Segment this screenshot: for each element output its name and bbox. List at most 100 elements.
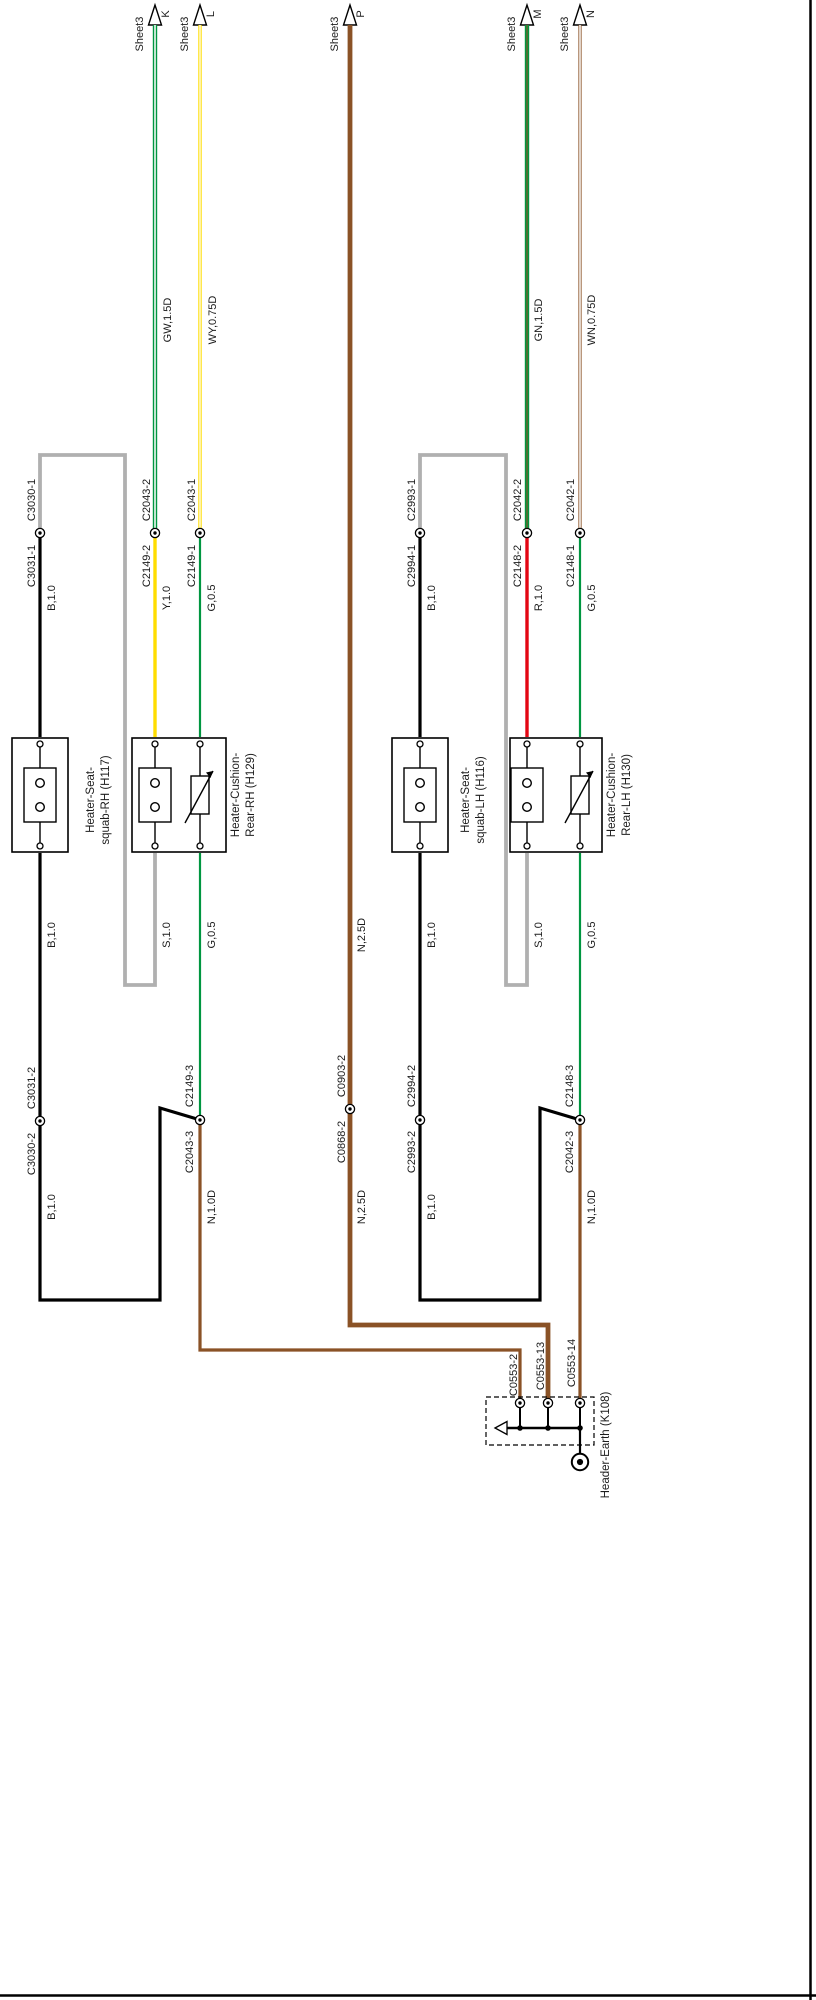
- pin-circle: [523, 842, 531, 850]
- pin-circle: [576, 842, 584, 850]
- wire-label-n25: N,2.5D: [356, 1189, 368, 1225]
- inline-connector-c3031-2-c3030-2: [34, 1115, 46, 1127]
- inline-connector-c2994-2-c2993-2: [414, 1114, 426, 1126]
- component-h116: [391, 737, 449, 853]
- component-h129: [131, 737, 227, 853]
- connector-label-c2149-3: C2149-3: [184, 1064, 196, 1108]
- offpage-tag-m: M: [532, 9, 544, 19]
- inline-connector-c2993-1-c2994-1: [414, 527, 426, 539]
- wire-label-g: G,0.5: [206, 584, 218, 612]
- wire-rh-squab-ret2-b: [38, 1105, 198, 1302]
- connector-label-c0903-2: C0903-2: [336, 1054, 348, 1098]
- wire-lh-squab-ret2-b: [418, 1105, 578, 1302]
- wire-rh-earth-n: [198, 1125, 522, 1399]
- sheet-ref: Sheet3: [506, 16, 518, 52]
- component-label-h117-line2: squab-RH (H117): [100, 755, 112, 845]
- inline-connector-c2042-1-c2148-1: [574, 527, 586, 539]
- pin-circle: [196, 842, 204, 850]
- connector-block: [138, 767, 172, 823]
- wire-p-low-n: [347, 1113, 551, 1399]
- ground-pin-label-c0553-14: C0553-14: [566, 1338, 578, 1388]
- component-label-k108: Header-Earth (K108): [600, 1391, 612, 1499]
- connector-label-c2994-1: C2994-1: [406, 544, 418, 588]
- inline-connector-c2149-3-c2043-3: [194, 1114, 206, 1126]
- connector-label-c2149-1: C2149-1: [186, 544, 198, 588]
- variable-arrow: [564, 770, 594, 824]
- sheet-ref: Sheet3: [329, 16, 341, 52]
- connector-label-c0868-2: C0868-2: [336, 1120, 348, 1164]
- connector-label-c2149-2: C2149-2: [141, 544, 153, 588]
- wire-label-g: G,0.5: [586, 921, 598, 949]
- component-label-h130-line1: Heater-Cushion-: [606, 752, 618, 838]
- connector-label-c2994-2: C2994-2: [406, 1064, 418, 1108]
- inline-connector-c0553-13: [542, 1397, 554, 1409]
- component-label-h129-line1: Heater-Cushion-: [230, 752, 242, 838]
- wire-rh-s-loop: [38, 453, 157, 987]
- connector-label-c2042-3: C2042-3: [564, 1130, 576, 1174]
- component-label-h129-line2: Rear-RH (H129): [245, 753, 257, 837]
- component-label-h116-line1: Heater-Seat-: [460, 767, 472, 833]
- connector-label-c3031-2: C3031-2: [26, 1066, 38, 1110]
- connector-label-c3030-2: C3030-2: [26, 1132, 38, 1176]
- connector-label-c2993-1: C2993-1: [406, 478, 418, 522]
- connector-block: [23, 767, 57, 823]
- component-h130: [509, 737, 603, 853]
- wire-label-s: S,1.0: [161, 922, 173, 948]
- offpage-tag-p: P: [355, 10, 367, 18]
- wire-label-b: B,1.0: [426, 585, 438, 611]
- connector-label-c2148-2: C2148-2: [512, 544, 524, 588]
- sheet-ref: Sheet3: [134, 16, 146, 52]
- component-h117: [11, 737, 69, 853]
- wire-label-b: B,1.0: [46, 585, 58, 611]
- ground-pin-label-c0553-13: C0553-13: [535, 1341, 547, 1391]
- connector-label-c2042-2: C2042-2: [512, 478, 524, 522]
- pin-circle: [196, 740, 204, 748]
- wire-label-y: Y,1.0: [161, 585, 173, 611]
- wire-label-s: S,1.0: [533, 922, 545, 948]
- wire-label-b: B,1.0: [46, 1194, 58, 1220]
- earth-bus-arrow: [493, 1420, 508, 1436]
- offpage-tag-l: L: [205, 10, 217, 18]
- offpage-tag-k: K: [160, 10, 172, 18]
- pin-circle: [151, 842, 159, 850]
- wire-label-n25: N,2.5D: [356, 917, 368, 953]
- connector-label-c2043-1: C2043-1: [186, 478, 198, 522]
- wire-lh-s-loop: [418, 453, 529, 987]
- inline-connector-c2043-2-c2149-2: [149, 527, 161, 539]
- connector-label-c2148-3: C2148-3: [564, 1064, 576, 1108]
- inline-connector-c0553-14: [574, 1397, 586, 1409]
- connector-label-c2042-1: C2042-1: [565, 478, 577, 522]
- connector-block: [510, 767, 544, 823]
- pin-circle: [36, 740, 44, 748]
- wire-label-wn: WN,0.75D: [586, 294, 598, 346]
- inline-connector-c0903-2-c0868-2: [344, 1103, 356, 1115]
- connector-label-c3031-1: C3031-1: [26, 544, 38, 588]
- wire-label-wy: WY,0.75D: [207, 295, 219, 345]
- earth-header-k108: [485, 1396, 595, 1472]
- inline-connector-c3030-1-c3031-1: [34, 527, 46, 539]
- wire-label-g: G,0.5: [206, 921, 218, 949]
- connector-label-c2993-2: C2993-2: [406, 1130, 418, 1174]
- pin-circle: [36, 842, 44, 850]
- inline-connector-c2042-2-c2148-2: [521, 527, 533, 539]
- wire-label-gn: GN,1.5D: [533, 298, 545, 342]
- wire-label-r: R,1.0: [533, 584, 545, 612]
- pin-circle: [151, 740, 159, 748]
- sheet-ref: Sheet3: [559, 16, 571, 52]
- wire-label-b: B,1.0: [46, 922, 58, 948]
- component-label-h116-line2: squab-LH (H116): [475, 756, 487, 844]
- wire-label-gw: GW,1.5D: [162, 297, 174, 343]
- wire-label-n10: N,1.0D: [586, 1189, 598, 1225]
- inline-connector-c2043-1-c2149-1: [194, 527, 206, 539]
- offpage-tag-n: N: [585, 10, 597, 18]
- wire-label-n10: N,1.0D: [206, 1189, 218, 1225]
- inline-connector-c0553-2: [514, 1397, 526, 1409]
- ground-pin-label-c0553-2: C0553-2: [508, 1353, 520, 1397]
- earth-header-dashed-box: [485, 1396, 595, 1446]
- component-label-h130-line2: Rear-LH (H130): [621, 754, 633, 836]
- wire-label-b: B,1.0: [426, 1194, 438, 1220]
- pin-circle: [416, 842, 424, 850]
- pin-circle: [523, 740, 531, 748]
- connector-label-c2043-3: C2043-3: [184, 1130, 196, 1174]
